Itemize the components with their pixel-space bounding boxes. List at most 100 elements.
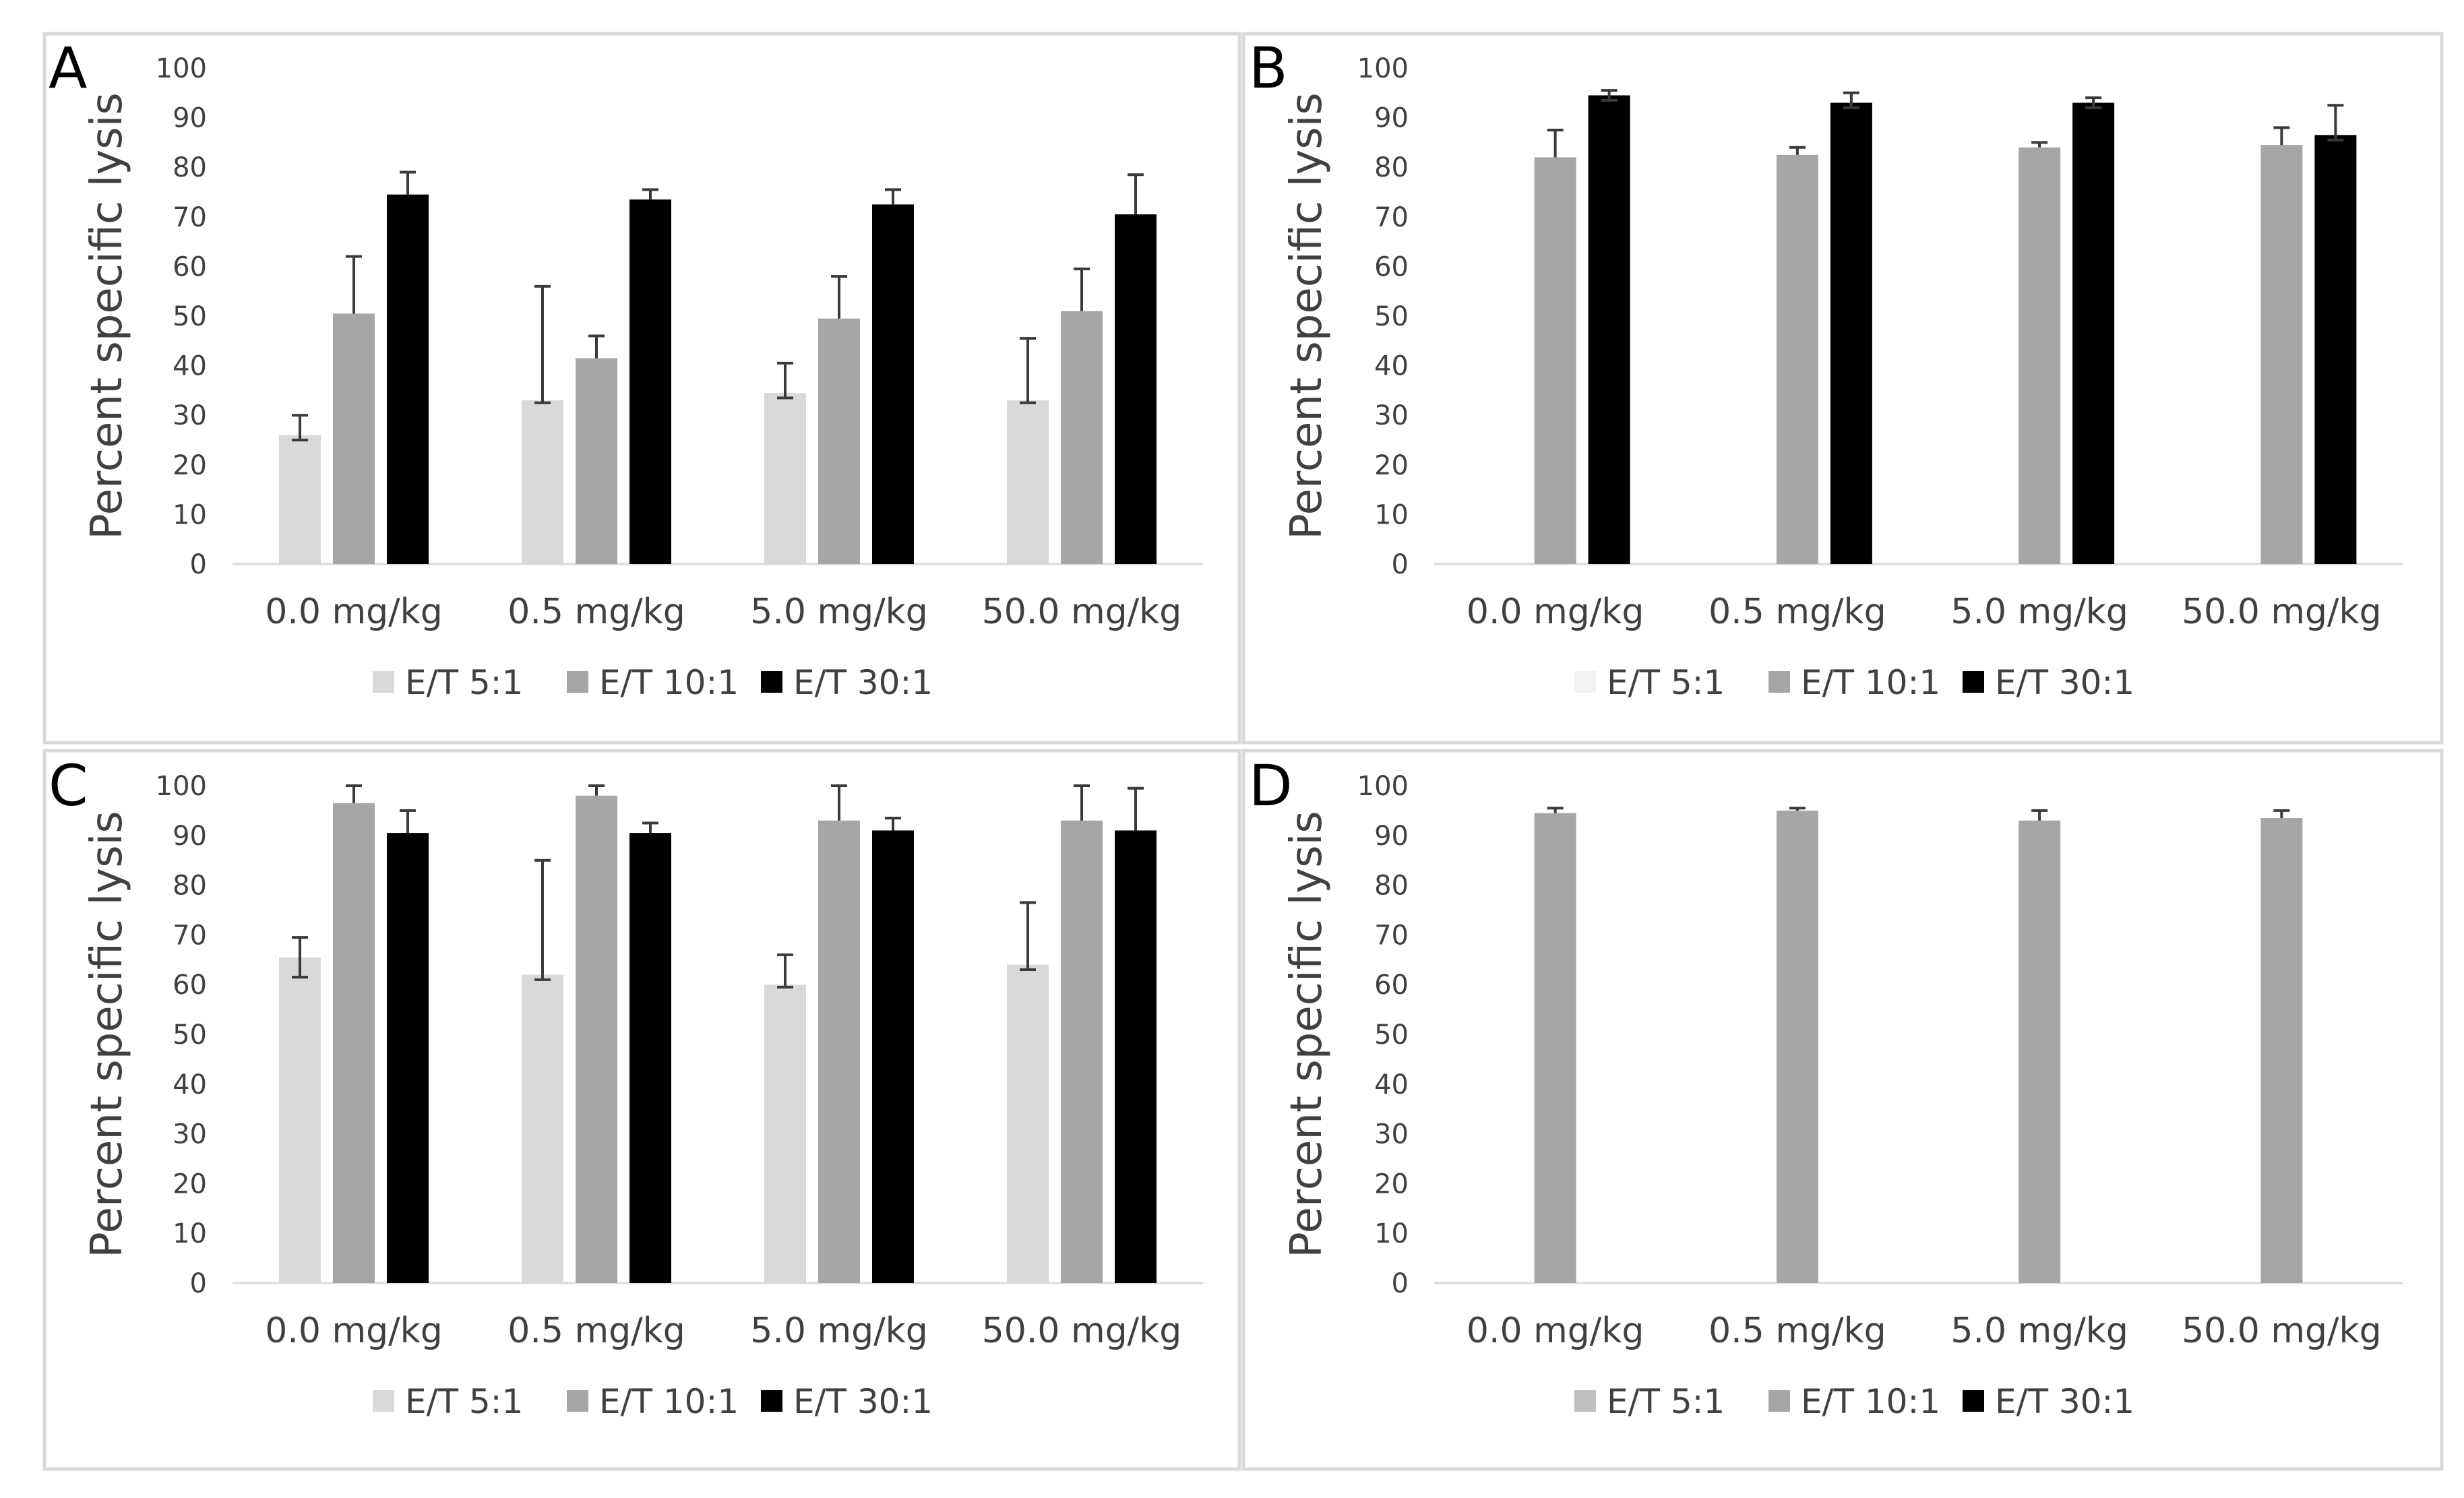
- bar-e-t-5-1: [1007, 964, 1049, 1283]
- y-tick-label: 50: [173, 1020, 207, 1051]
- bar-e-t-5-1: [522, 400, 563, 564]
- legend-swatch: [1574, 671, 1596, 693]
- bar-e-t-5-1: [764, 985, 806, 1283]
- y-tick-label: 0: [1392, 549, 1409, 580]
- bar-e-t-30-1: [872, 830, 914, 1283]
- panel-a: A 0 10 20 30 40 50 60 70 80 90 100 Percent specific …: [42, 32, 1241, 745]
- bar-e-t-30-1: [1115, 830, 1157, 1283]
- bar-e-t-5-1: [522, 974, 563, 1283]
- legend-swatch: [1768, 671, 1790, 693]
- y-axis-label: Percent specific lysis: [82, 811, 132, 1257]
- x-tick-label: 0.0 mg/kg: [265, 592, 443, 632]
- legend-swatch: [761, 1390, 782, 1412]
- bar-e-t-10-1: [333, 313, 375, 564]
- legend-label: E/T 30:1: [793, 663, 933, 702]
- bar-e-t-30-1: [872, 204, 914, 564]
- y-tick-label: 60: [173, 970, 207, 1001]
- legend-label: E/T 30:1: [1995, 1382, 2134, 1421]
- bar-e-t-5-1: [1007, 400, 1049, 564]
- bar-e-t-30-1: [387, 833, 429, 1283]
- y-tick-label: 30: [173, 1119, 207, 1150]
- y-tick-label: 10: [1374, 499, 1409, 530]
- y-tick-label: 0: [190, 549, 207, 580]
- bar-e-t-10-1: [2260, 817, 2303, 1283]
- legend-label: E/T 10:1: [1801, 663, 1940, 702]
- panel-letter: A: [49, 35, 87, 101]
- x-tick-label: 0.0 mg/kg: [265, 1311, 443, 1351]
- legend-swatch: [1574, 1390, 1596, 1412]
- y-tick-label: 80: [173, 871, 207, 902]
- legend-swatch: [761, 671, 782, 693]
- x-tick-label: 5.0 mg/kg: [1950, 592, 2128, 632]
- y-tick-label: 30: [1374, 1119, 1409, 1150]
- bar-e-t-30-1: [387, 194, 429, 564]
- y-tick-label: 40: [173, 351, 207, 382]
- bar-e-t-5-1: [279, 957, 321, 1283]
- y-tick-label: 30: [173, 400, 207, 431]
- x-tick-label: 5.0 mg/kg: [1950, 1311, 2128, 1351]
- bar-e-t-10-1: [1776, 810, 1818, 1283]
- y-tick-label: 60: [173, 251, 207, 282]
- bar-e-t-10-1: [1776, 154, 1818, 565]
- x-tick-label: 0.0 mg/kg: [1467, 592, 1644, 632]
- y-tick-label: 100: [156, 53, 207, 84]
- y-tick-label: 70: [1374, 920, 1409, 951]
- bar-e-t-10-1: [2019, 147, 2061, 564]
- bar-e-t-10-1: [1534, 157, 1576, 565]
- panel-b: B 0 10 20 30 40 50 60 70 80 90 100 Percent specific …: [1241, 32, 2444, 745]
- y-tick-label: 80: [1374, 152, 1409, 183]
- bar-e-t-30-1: [2072, 102, 2115, 564]
- x-tick-label: 50.0 mg/kg: [982, 592, 1182, 632]
- panel-letter: C: [49, 753, 88, 819]
- y-tick-label: 100: [1357, 771, 1409, 802]
- y-tick-label: 20: [173, 1168, 207, 1199]
- bar-e-t-5-1: [764, 393, 806, 564]
- y-tick-label: 90: [173, 821, 207, 852]
- y-tick-label: 60: [1374, 970, 1409, 1001]
- y-tick-label: 20: [1374, 1168, 1409, 1199]
- bar-e-t-30-1: [629, 833, 671, 1283]
- y-tick-label: 40: [173, 1069, 207, 1100]
- y-tick-label: 10: [173, 499, 207, 530]
- y-tick-label: 0: [190, 1268, 207, 1299]
- y-tick-label: 90: [1374, 103, 1409, 134]
- y-tick-label: 100: [1357, 53, 1409, 84]
- x-tick-label: 5.0 mg/kg: [750, 592, 928, 632]
- legend-label: E/T 5:1: [1607, 1382, 1725, 1421]
- x-tick-label: 5.0 mg/kg: [750, 1311, 928, 1351]
- bar-e-t-10-1: [2260, 145, 2303, 564]
- panel-letter: B: [1249, 35, 1288, 101]
- y-tick-label: 70: [173, 920, 207, 951]
- legend-label: E/T 10:1: [1801, 1382, 1940, 1421]
- panel-c: C 0 10 20 30 40 50 60 70 80 90 100 Percent specific …: [42, 749, 1241, 1471]
- bar-e-t-10-1: [1061, 820, 1103, 1283]
- legend-label: E/T 5:1: [405, 1382, 523, 1421]
- legend-swatch: [567, 1390, 588, 1412]
- bar-e-t-30-1: [1588, 95, 1630, 565]
- y-tick-label: 60: [1374, 251, 1409, 282]
- y-tick-label: 50: [173, 301, 207, 332]
- legend-swatch: [1963, 1390, 1984, 1412]
- x-tick-label: 0.5 mg/kg: [1708, 592, 1886, 632]
- y-tick-label: 90: [173, 103, 207, 134]
- panel-d: D 0 10 20 30 40 50 60 70 80 90 100 Percent specific …: [1241, 749, 2444, 1471]
- legend-swatch: [1768, 1390, 1790, 1412]
- legend-swatch: [373, 671, 394, 693]
- y-tick-label: 90: [1374, 821, 1409, 852]
- bar-e-t-30-1: [1115, 214, 1157, 564]
- y-tick-label: 80: [173, 152, 207, 183]
- y-tick-label: 40: [1374, 1069, 1409, 1100]
- bar-e-t-30-1: [1830, 102, 1872, 564]
- bar-e-t-10-1: [818, 820, 860, 1283]
- y-tick-label: 30: [1374, 400, 1409, 431]
- y-tick-label: 70: [173, 202, 207, 233]
- y-tick-label: 10: [173, 1218, 207, 1249]
- legend-label: E/T 30:1: [793, 1382, 933, 1421]
- x-tick-label: 0.5 mg/kg: [507, 592, 685, 632]
- y-tick-label: 100: [156, 771, 207, 802]
- y-tick-label: 70: [1374, 202, 1409, 233]
- x-tick-label: 0.5 mg/kg: [507, 1311, 685, 1351]
- y-tick-label: 50: [1374, 301, 1409, 332]
- y-tick-label: 50: [1374, 1020, 1409, 1051]
- y-tick-label: 0: [1392, 1268, 1409, 1299]
